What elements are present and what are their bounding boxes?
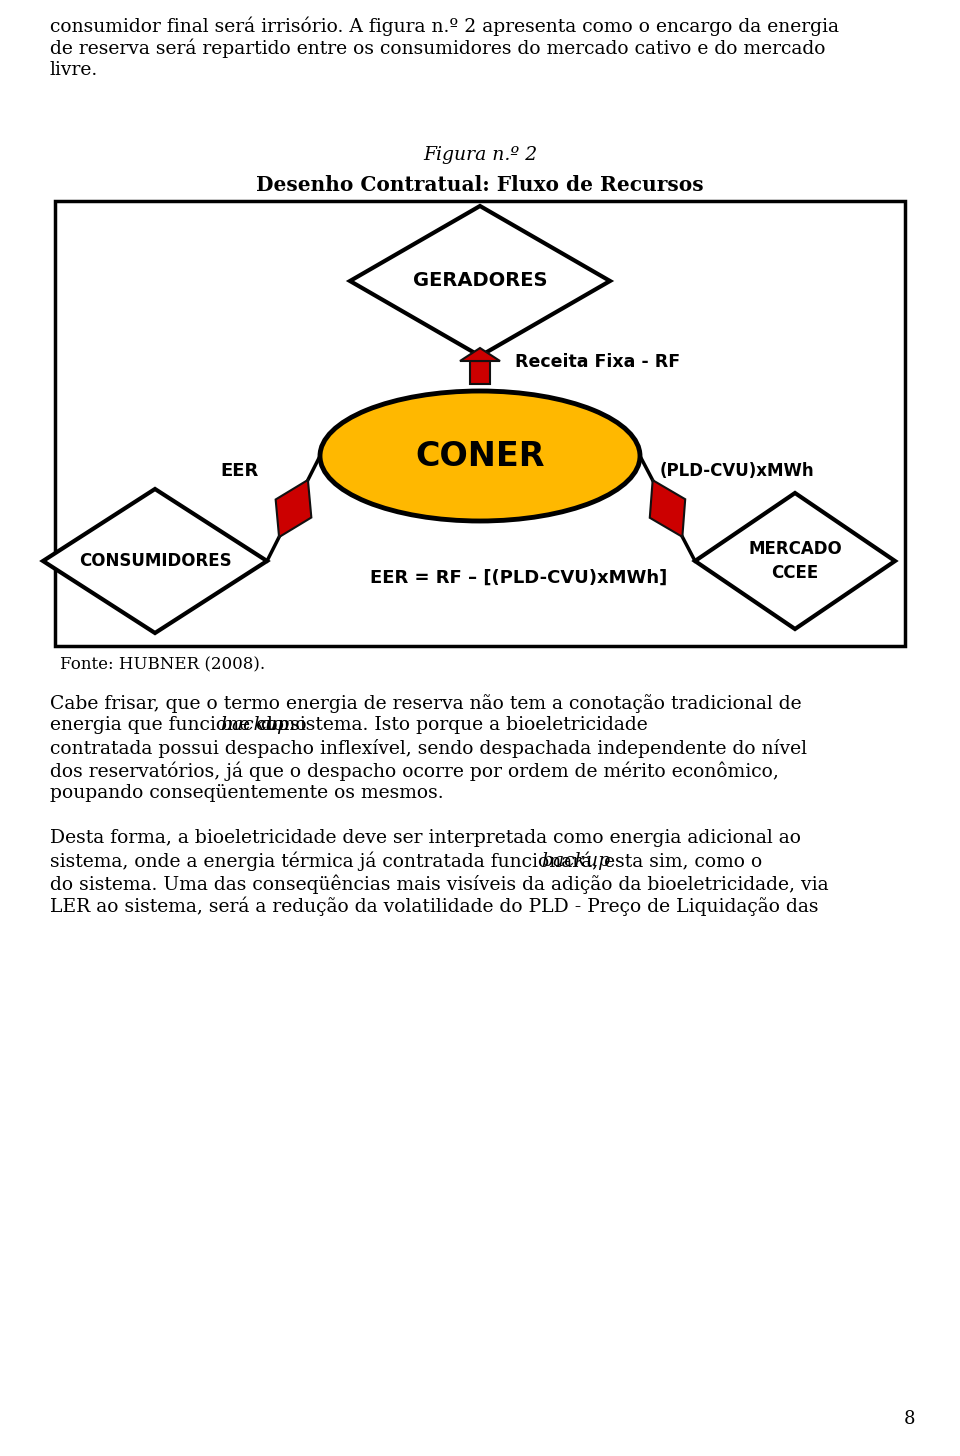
Polygon shape — [350, 205, 610, 357]
Text: CCEE: CCEE — [772, 563, 819, 582]
Text: do sistema. Uma das conseqüências mais visíveis da adição da bioeletricidade, vi: do sistema. Uma das conseqüências mais v… — [50, 874, 828, 894]
Text: GERADORES: GERADORES — [413, 271, 547, 291]
Text: CONER: CONER — [416, 440, 544, 473]
Text: contratada possui despacho inflexível, sendo despachada independente do nível: contratada possui despacho inflexível, s… — [50, 740, 807, 759]
Text: livre.: livre. — [50, 61, 98, 79]
Text: Figura n.º 2: Figura n.º 2 — [423, 146, 537, 165]
Text: EER: EER — [220, 462, 258, 480]
Text: Fonte: HUBNER (2008).: Fonte: HUBNER (2008). — [60, 657, 265, 673]
Text: backup: backup — [220, 716, 289, 734]
Text: sistema, onde a energia térmica já contratada funcionará, esta sim, como o: sistema, onde a energia térmica já contr… — [50, 852, 768, 871]
Polygon shape — [460, 348, 500, 361]
Polygon shape — [276, 480, 311, 537]
Text: 8: 8 — [903, 1409, 915, 1428]
Text: LER ao sistema, será a redução da volatilidade do PLD - Preço de Liquidação das: LER ao sistema, será a redução da volati… — [50, 897, 819, 916]
Text: EER = RF – [(PLD-CVU)xMWh]: EER = RF – [(PLD-CVU)xMWh] — [370, 569, 667, 587]
Text: MERCADO: MERCADO — [748, 540, 842, 558]
Text: do sistema. Isto porque a bioeletricidade: do sistema. Isto porque a bioeletricidad… — [255, 716, 648, 734]
Text: CONSUMIDORES: CONSUMIDORES — [79, 552, 231, 569]
Text: Desta forma, a bioeletricidade deve ser interpretada como energia adicional ao: Desta forma, a bioeletricidade deve ser … — [50, 828, 801, 847]
Polygon shape — [695, 494, 895, 629]
Text: Receita Fixa - RF: Receita Fixa - RF — [515, 352, 680, 371]
Text: Cabe frisar, que o termo energia de reserva não tem a conotação tradicional de: Cabe frisar, que o termo energia de rese… — [50, 695, 802, 713]
Polygon shape — [650, 480, 685, 537]
Polygon shape — [43, 489, 267, 633]
Text: (PLD-CVU)xMWh: (PLD-CVU)xMWh — [660, 462, 815, 480]
Text: consumidor final será irrisório. A figura n.º 2 apresenta como o encargo da ener: consumidor final será irrisório. A figur… — [50, 16, 839, 35]
Bar — [55, 201, 905, 646]
Text: de reserva será repartido entre os consumidores do mercado cativo e do mercado: de reserva será repartido entre os consu… — [50, 38, 826, 58]
Ellipse shape — [320, 392, 640, 521]
Text: Desenho Contratual: Fluxo de Recursos: Desenho Contratual: Fluxo de Recursos — [256, 175, 704, 195]
Bar — [470, 361, 490, 384]
Text: dos reservatórios, já que o despacho ocorre por ordem de mérito econômico,: dos reservatórios, já que o despacho oco… — [50, 761, 779, 780]
Text: energia que funcione como: energia que funcione como — [50, 716, 313, 734]
Text: poupando conseqüentemente os mesmos.: poupando conseqüentemente os mesmos. — [50, 783, 444, 802]
Text: backup: backup — [541, 852, 611, 869]
